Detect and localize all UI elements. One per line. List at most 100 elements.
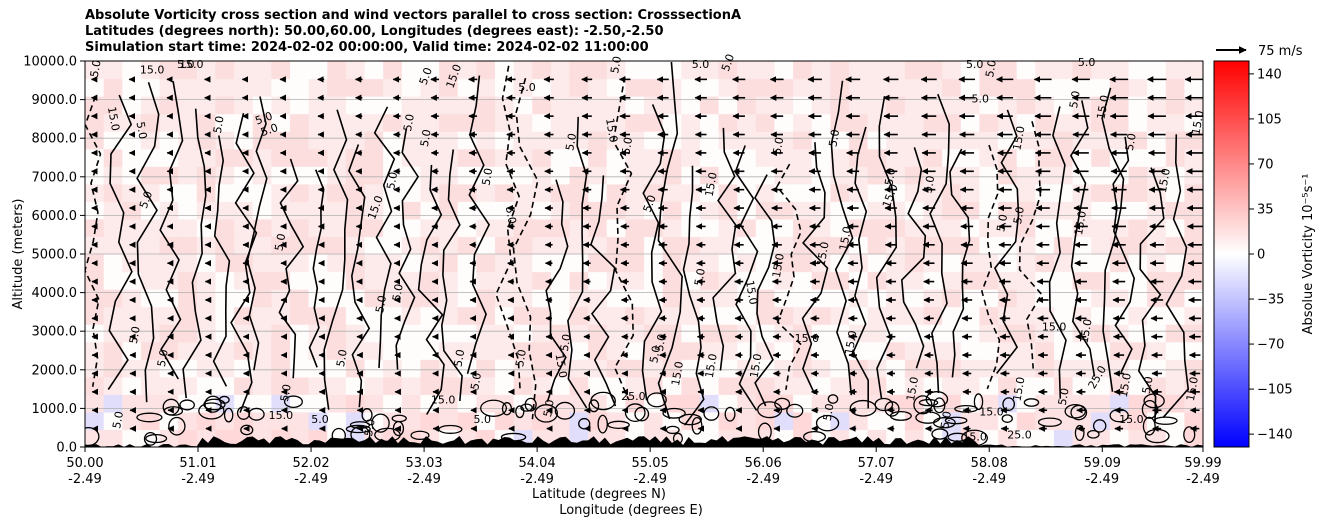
contour-label: 15.0 <box>1184 376 1201 402</box>
field-cell <box>886 131 906 150</box>
field-cell <box>289 271 310 290</box>
field-cell <box>345 271 366 290</box>
field-cell <box>364 306 384 325</box>
field-cell <box>122 429 142 447</box>
field-cell <box>1016 306 1036 325</box>
field-cell <box>848 96 869 115</box>
field-cell <box>196 271 217 290</box>
field-cell <box>234 131 254 150</box>
field-cell <box>550 289 571 308</box>
field-cell <box>85 166 105 185</box>
field-cell <box>793 254 813 273</box>
field-cell <box>755 289 776 308</box>
contour-label: 5.0 <box>541 399 557 418</box>
field-cell <box>681 236 701 255</box>
field-cell <box>140 166 161 185</box>
field-cell <box>439 148 459 167</box>
field-cell <box>1128 218 1148 238</box>
contour-label: 5.0 <box>137 189 155 210</box>
field-cell <box>103 96 123 115</box>
field-cell <box>327 411 347 431</box>
field-cell <box>550 113 571 132</box>
x-tick-label-lat: 59.99 <box>1184 456 1221 471</box>
field-cell <box>793 218 813 238</box>
field-cell <box>252 254 272 273</box>
x-tick-label-lat: 55.05 <box>632 456 669 471</box>
field-cell <box>513 78 533 97</box>
contour-loop <box>162 398 180 416</box>
field-cell <box>662 218 682 238</box>
field-cell <box>1016 254 1036 273</box>
field-cell <box>289 201 310 220</box>
field-cell <box>737 166 757 185</box>
contour-label: 5.0 <box>1067 90 1083 109</box>
y-tick-label: 1000.0 <box>32 402 78 417</box>
field-cell <box>289 394 310 413</box>
field-cell <box>793 201 813 220</box>
field-cell <box>886 96 906 115</box>
field-cell <box>979 166 999 185</box>
field-cell <box>122 218 142 238</box>
field-cell <box>588 359 608 378</box>
field-cell <box>345 376 366 395</box>
field-cell <box>644 271 664 290</box>
field-cell <box>904 113 925 132</box>
field-cell <box>699 411 720 431</box>
field-cell <box>513 218 533 238</box>
field-cell <box>960 359 980 378</box>
field-cell <box>662 271 682 290</box>
contour-label: 15.0 <box>179 58 204 71</box>
field-cell <box>588 183 608 202</box>
colorbar-tick-label: −140 <box>1257 428 1293 443</box>
contour-loop <box>973 393 984 411</box>
field-cell <box>867 394 887 413</box>
contour-loop <box>361 408 373 422</box>
field-cell <box>699 61 720 80</box>
field-cell <box>215 183 235 202</box>
field-cell <box>494 254 515 273</box>
field-cell <box>364 376 384 395</box>
field-cell <box>755 166 776 185</box>
field-cell <box>625 183 645 202</box>
field-cell <box>998 429 1018 447</box>
field-cell <box>755 218 776 238</box>
contour-label: 5.0 <box>211 115 227 134</box>
field-cell <box>159 411 179 431</box>
field-cell <box>289 61 310 80</box>
x-tick-label-lat: 50.00 <box>66 456 103 471</box>
field-cell <box>923 148 943 167</box>
field-cell <box>830 359 850 378</box>
field-cell <box>103 359 123 378</box>
field-cell <box>345 394 366 413</box>
contour-label: 15.0 <box>1117 372 1134 398</box>
field-cell <box>364 218 384 238</box>
quiver-key-label: 75 m/s <box>1258 44 1303 59</box>
contour-line <box>830 80 854 396</box>
field-cell <box>811 289 831 308</box>
field-cell <box>1147 148 1167 167</box>
field-cell <box>867 411 887 431</box>
field-cell <box>550 411 571 431</box>
y-tick-label: 2000.0 <box>32 363 78 378</box>
contour-loop <box>179 399 195 411</box>
field-cell <box>979 113 999 132</box>
field-cell <box>234 218 254 238</box>
field-cell <box>811 306 831 325</box>
field-cell <box>662 236 682 255</box>
field-cell <box>606 359 626 378</box>
field-cell <box>383 78 403 97</box>
contour-label: 15.0 <box>837 225 854 251</box>
field-cell <box>1016 359 1036 378</box>
contour-label: 15.0 <box>1042 320 1067 333</box>
field-cell <box>401 61 421 80</box>
contour-line <box>612 76 635 401</box>
contour-loop <box>724 406 736 422</box>
contour-loop <box>371 413 390 433</box>
field-cell <box>867 324 887 343</box>
field-cell <box>1184 218 1203 238</box>
x-axis: 50.00-2.4951.01-2.4952.02-2.4953.03-2.49… <box>66 447 1222 487</box>
field-cell <box>830 78 850 97</box>
field-cell <box>718 61 738 80</box>
field-cell <box>1091 183 1111 202</box>
field-cell <box>327 113 347 132</box>
